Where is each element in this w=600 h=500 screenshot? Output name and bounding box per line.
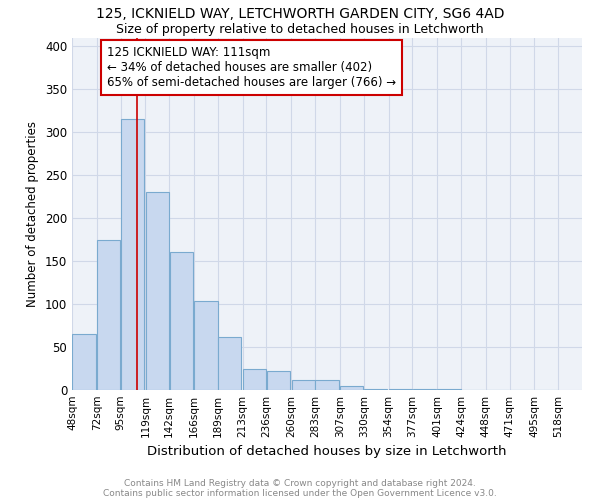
Text: Contains public sector information licensed under the Open Government Licence v3: Contains public sector information licen…	[103, 488, 497, 498]
Bar	[243, 368, 266, 390]
Bar	[413, 389, 436, 390]
Bar	[364, 389, 387, 390]
Bar	[218, 336, 241, 390]
Bar	[389, 389, 412, 390]
Bar	[340, 386, 364, 390]
Bar	[437, 389, 461, 390]
Bar	[316, 380, 338, 390]
X-axis label: Distribution of detached houses by size in Letchworth: Distribution of detached houses by size …	[147, 446, 507, 458]
Bar	[97, 240, 121, 390]
Bar	[170, 252, 193, 390]
Bar	[72, 334, 95, 390]
Bar	[292, 380, 315, 390]
Text: Size of property relative to detached houses in Letchworth: Size of property relative to detached ho…	[116, 22, 484, 36]
Bar	[194, 302, 218, 390]
Bar	[121, 119, 144, 390]
Text: 125, ICKNIELD WAY, LETCHWORTH GARDEN CITY, SG6 4AD: 125, ICKNIELD WAY, LETCHWORTH GARDEN CIT…	[96, 8, 504, 22]
Y-axis label: Number of detached properties: Number of detached properties	[26, 120, 40, 306]
Bar	[146, 192, 169, 390]
Text: 125 ICKNIELD WAY: 111sqm
← 34% of detached houses are smaller (402)
65% of semi-: 125 ICKNIELD WAY: 111sqm ← 34% of detach…	[107, 46, 396, 89]
Bar	[267, 371, 290, 390]
Text: Contains HM Land Registry data © Crown copyright and database right 2024.: Contains HM Land Registry data © Crown c…	[124, 478, 476, 488]
